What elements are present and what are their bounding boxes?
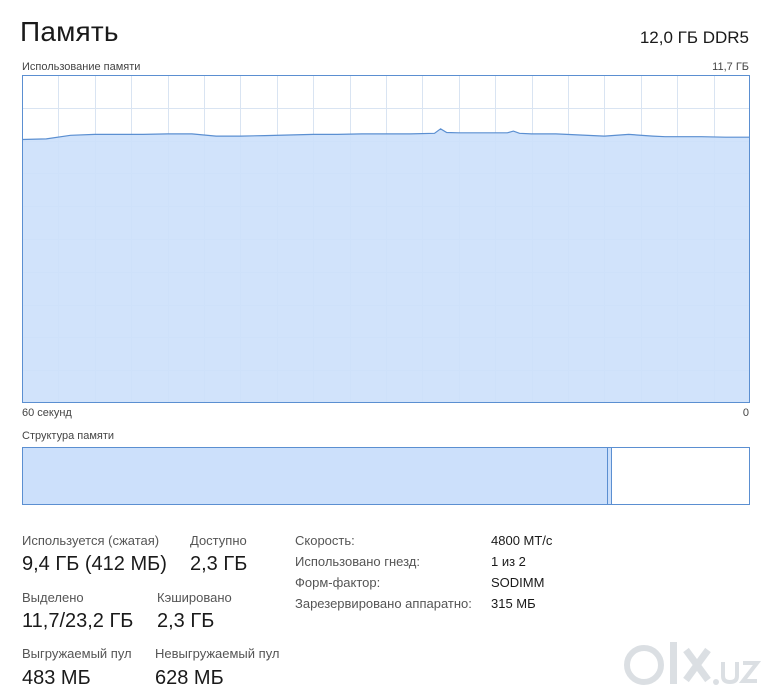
page-title: Память (20, 16, 119, 47)
paged-pool-label: Выгружаемый пул (22, 646, 132, 661)
graph-time-end: 0 (742, 407, 749, 419)
usage-graph-max: 11,7 ГБ (712, 61, 749, 73)
in-use-label: Используется (сжатая) (22, 533, 160, 548)
in-use-value: 9,4 ГБ (412 МБ) (22, 553, 167, 575)
paged-pool-value: 483 МБ (22, 667, 91, 689)
usage-graph-label: Использование памяти (22, 61, 141, 73)
available-label: Доступно (190, 533, 247, 548)
available-value: 2,3 ГБ (190, 553, 248, 575)
cached-value: 2,3 ГБ (157, 610, 215, 632)
structure-modified[interactable] (608, 448, 612, 504)
graph-border (22, 75, 750, 403)
structure-in-use[interactable] (23, 448, 608, 504)
speed-label: Скорость: (295, 533, 355, 548)
memory-usage-graph (22, 75, 750, 403)
graph-time-start: 60 секунд (22, 407, 72, 419)
olx-watermark-logo (624, 642, 762, 685)
slots-used-label: Использовано гнезд: (295, 554, 420, 569)
slots-used-value: 1 из 2 (491, 554, 526, 569)
cached-label: Кэшировано (157, 590, 232, 605)
memory-type: 12,0 ГБ DDR5 (639, 28, 749, 47)
form-factor-value: SODIMM (491, 575, 545, 590)
memory-structure-bar[interactable] (22, 447, 750, 505)
speed-value: 4800 МТ/с (491, 533, 553, 548)
committed-label: Выделено (22, 590, 84, 605)
committed-value: 11,7/23,2 ГБ (22, 610, 134, 632)
usage-line (22, 128, 750, 141)
hardware-reserved-label: Зарезервировано аппаратно: (295, 596, 472, 611)
usage-area (22, 128, 750, 403)
hardware-reserved-value: 315 МБ (491, 596, 536, 611)
nonpaged-pool-value: 628 МБ (155, 667, 224, 689)
form-factor-label: Форм-фактор: (295, 575, 381, 590)
nonpaged-pool-label: Невыгружаемый пул (155, 646, 280, 661)
memory-structure-label: Структура памяти (22, 430, 115, 442)
